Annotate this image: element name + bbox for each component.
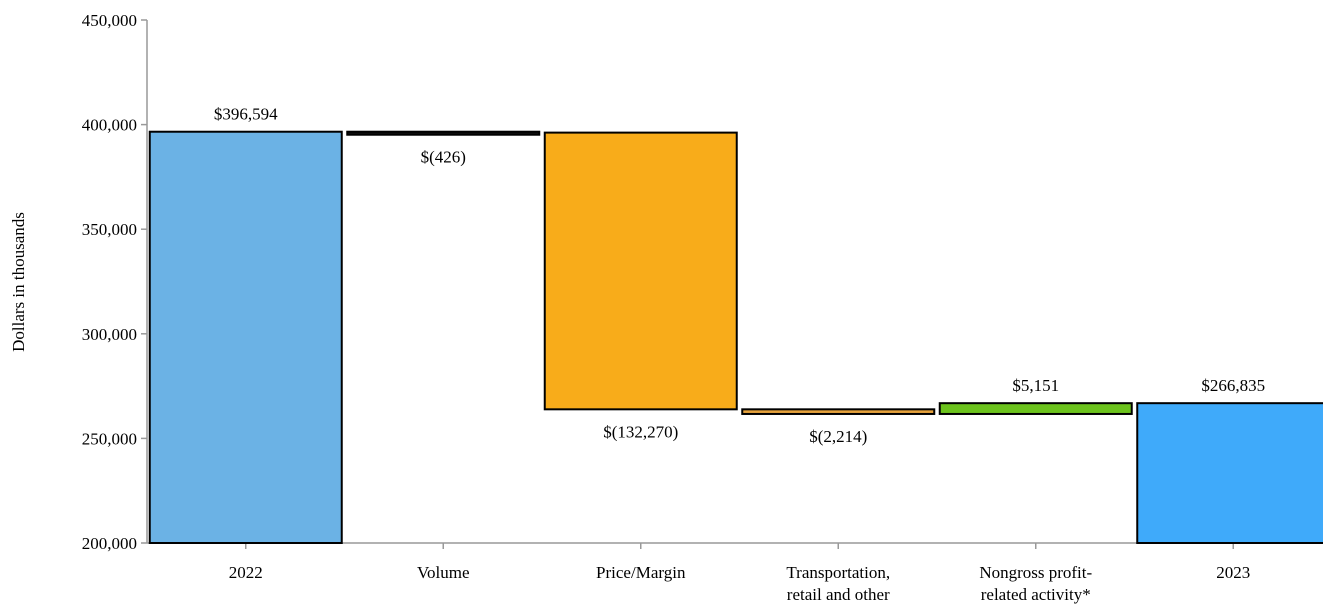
waterfall-bar: [543, 131, 738, 411]
bar-value-label: $5,151: [1012, 376, 1059, 395]
x-category-label: Nongross profit-related activity*: [979, 563, 1092, 604]
x-category-label: Volume: [417, 563, 470, 582]
bar-value-label: $(132,270): [603, 422, 678, 441]
x-category-label: 2022: [229, 563, 263, 582]
y-tick-label: 450,000: [82, 11, 137, 30]
x-category-label: Transportation, retail and other: [786, 563, 890, 604]
bars: [148, 130, 1323, 545]
waterfall-bar: [938, 402, 1133, 415]
waterfall-bar: [741, 408, 936, 415]
bar-value-label: $396,594: [214, 105, 278, 124]
data-labels: $396,594 $(426) $(132,270) $(2,214) $5,151 $2…: [214, 105, 1265, 446]
x-category-label: Price/Margin: [596, 563, 686, 582]
waterfall-bar: [148, 130, 343, 545]
y-tick-label: 300,000: [82, 325, 137, 344]
y-tick-label: 400,000: [82, 116, 137, 135]
waterfall-bar: [1136, 402, 1323, 544]
y-axis-title: Dollars in thousands: [9, 212, 28, 352]
waterfall-bar: [346, 130, 541, 136]
x-category-label: 2023: [1216, 563, 1250, 582]
axes: 200,000 250,000 300,000 350,000 400,000 450,0…: [82, 11, 1323, 604]
y-tick-label: 350,000: [82, 220, 137, 239]
y-tick-label: 250,000: [82, 429, 137, 448]
bar-value-label: $(2,214): [809, 427, 867, 446]
y-tick-label: 200,000: [82, 534, 137, 553]
bar-value-label: $266,835: [1201, 376, 1265, 395]
bar-value-label: $(426): [421, 148, 466, 167]
